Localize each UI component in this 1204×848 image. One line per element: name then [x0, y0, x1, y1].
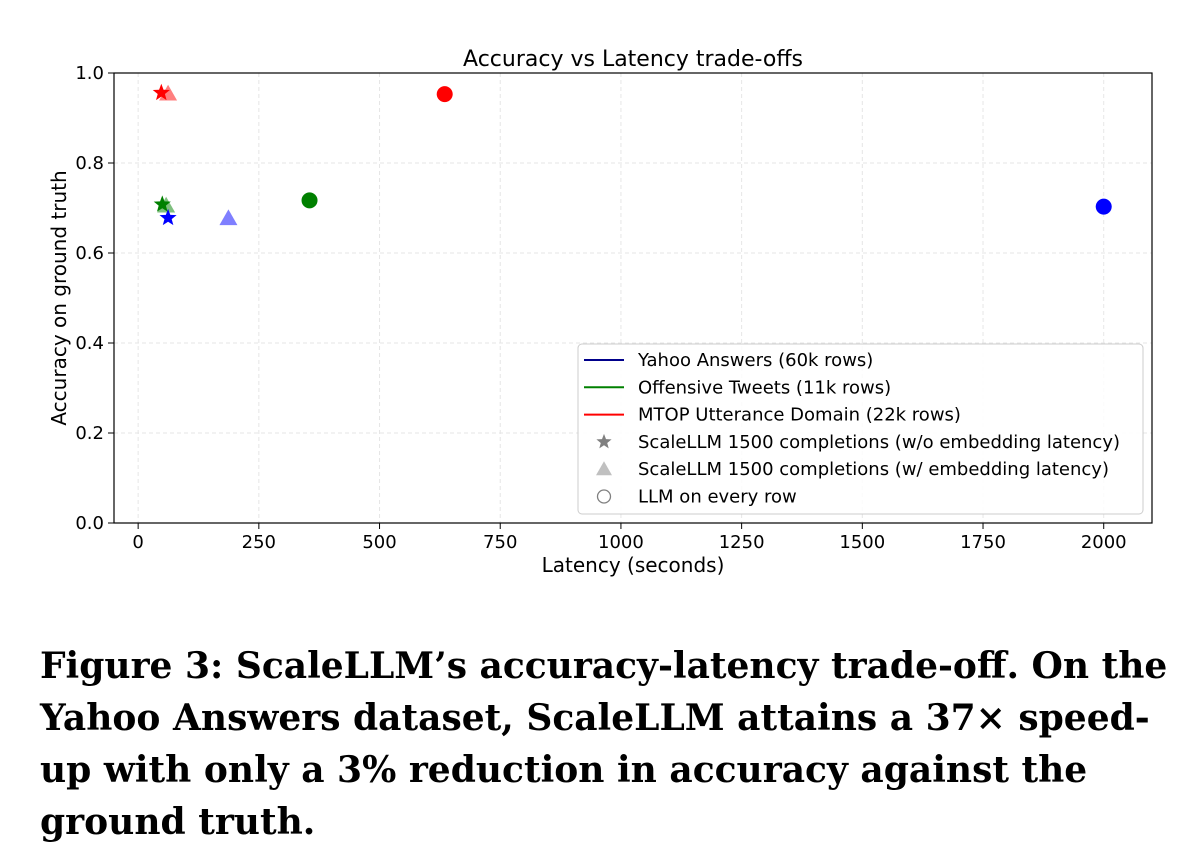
scatter-chart: Accuracy vs Latency trade-offs Latency (… — [47, 47, 1153, 577]
x-tick-label: 1750 — [960, 532, 1006, 553]
plot-frame — [113, 72, 1153, 524]
legend-label: MTOP Utterance Domain (22k rows) — [638, 405, 961, 426]
y-tick-label: 0.6 — [75, 243, 104, 264]
data-point-triangle — [219, 209, 238, 226]
chart-title: Accuracy vs Latency trade-offs — [463, 47, 803, 72]
data-points — [152, 83, 1112, 226]
legend-label: ScaleLLM 1500 completions (w/o embedding… — [638, 432, 1120, 453]
legend: Yahoo Answers (60k rows) Offensive Tweets… — [577, 343, 1144, 515]
legend-label: LLM on every row — [638, 487, 797, 508]
y-tick-label: 0.2 — [75, 423, 104, 444]
legend-box — [577, 343, 1144, 515]
figure-caption: Figure 3: ScaleLLM’s accuracy-latency tr… — [40, 645, 1168, 843]
y-tick-label: 0.4 — [75, 333, 104, 354]
legend-star-marker — [596, 433, 612, 449]
x-tick-label: 1250 — [719, 532, 765, 553]
x-tick-label: 500 — [362, 532, 396, 553]
legend-triangle-marker — [596, 461, 612, 476]
data-point-circle — [301, 192, 318, 209]
x-tick-label: 250 — [242, 532, 276, 553]
y-tick-label: 0.0 — [75, 513, 104, 534]
y-tick-label: 0.8 — [75, 153, 104, 174]
y-axis-label: Accuracy on ground truth — [47, 170, 71, 425]
x-tick-label: 1000 — [598, 532, 644, 553]
legend-label: Offensive Tweets (11k rows) — [638, 377, 891, 398]
data-point-circle — [436, 86, 453, 103]
x-tick-label: 1500 — [839, 532, 885, 553]
x-axis-label: Latency (seconds) — [542, 553, 725, 577]
y-tick-label: 1.0 — [75, 63, 104, 84]
data-point-star — [152, 83, 170, 101]
x-tick-label: 0 — [132, 532, 143, 553]
legend-label: Yahoo Answers (60k rows) — [637, 350, 873, 371]
data-point-star — [153, 195, 171, 212]
axis-ticks: 0 250 500 750 1000 1250 1500 1750 2000 0.0 0.2 0.4 0… — [75, 63, 1126, 553]
data-point-circle — [1095, 198, 1112, 215]
x-tick-label: 750 — [483, 532, 517, 553]
legend-circle-marker — [596, 489, 612, 504]
data-point-star — [159, 208, 177, 226]
legend-label: ScaleLLM 1500 completions (w/ embedding … — [638, 459, 1109, 480]
x-tick-label: 2000 — [1081, 532, 1127, 553]
